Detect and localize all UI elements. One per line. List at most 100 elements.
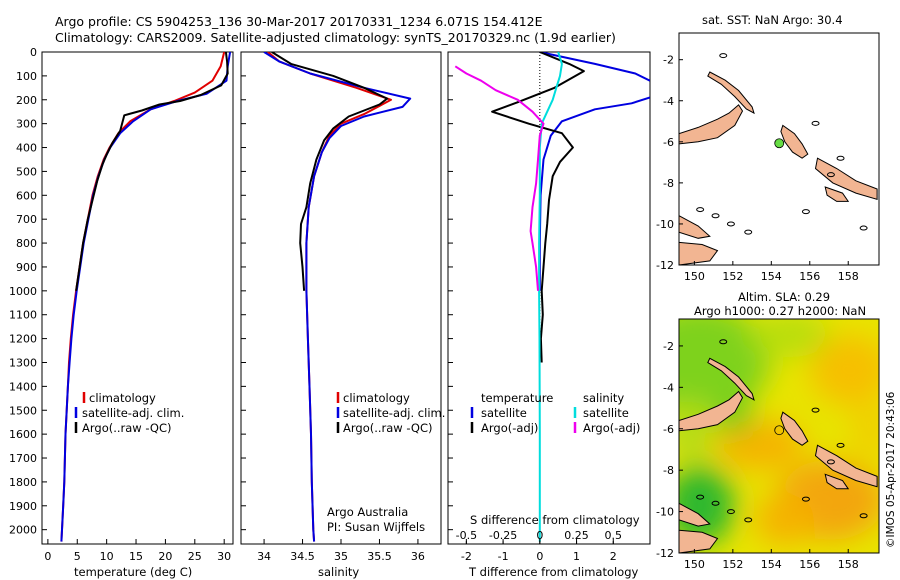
series-line — [271, 52, 389, 291]
island — [814, 444, 878, 488]
depth-axis: 0 100 200 300 400 500 600 700 800 900 1000 1100 1200… — [9, 46, 453, 537]
salinity-legend: climatology satellite-adj. clim. Argo(..… — [327, 391, 445, 534]
island — [824, 186, 850, 202]
islet — [726, 509, 735, 515]
map-x-tick-label: 156 — [799, 270, 820, 283]
x-tick-label: 36 — [411, 550, 425, 563]
map-y-tick-label: -8 — [663, 177, 674, 190]
x-tick-label: 1 — [573, 550, 580, 563]
map-x-tick-label: 158 — [838, 270, 859, 283]
difference-plot — [454, 52, 650, 544]
island — [679, 502, 711, 527]
x-tick-label: 15 — [129, 550, 143, 563]
x-tick-label: -2 — [461, 550, 472, 563]
islet — [726, 221, 735, 227]
map-y-tick-label: -6 — [663, 136, 674, 149]
series-line — [263, 52, 412, 542]
depth-tick-label: 300 — [16, 118, 37, 131]
islet — [696, 494, 705, 500]
islet — [719, 339, 728, 345]
map-x-tick-label: 150 — [684, 558, 705, 571]
map-y-tick-label: -10 — [656, 506, 674, 519]
island — [679, 104, 744, 145]
s-tick-label: -0.25 — [489, 529, 517, 542]
depth-tick-label: 1300 — [9, 356, 37, 369]
legend-t-argo: Argo(-adj) — [481, 421, 538, 435]
series-line — [267, 52, 392, 542]
map-x-tick-label: 154 — [761, 270, 782, 283]
salinity-xlabel: salinity — [318, 565, 359, 579]
depth-tick-label: 1900 — [9, 500, 37, 513]
map-x-tick-label: 152 — [722, 270, 743, 283]
islet — [801, 209, 810, 215]
legend-salinity-head: salinity — [583, 391, 624, 405]
series-line — [539, 52, 650, 82]
islet — [811, 407, 820, 413]
x-tick-label: 25 — [188, 550, 202, 563]
island — [707, 71, 755, 115]
series-line — [538, 96, 650, 291]
s-tick-label: -0.5 — [456, 529, 477, 542]
island — [679, 241, 719, 265]
island — [679, 529, 719, 553]
map-y-tick-label: -10 — [656, 218, 674, 231]
depth-tick-label: 800 — [16, 237, 37, 250]
depth-tick-label: 2000 — [9, 524, 37, 537]
x-tick-label: 0 — [536, 550, 543, 563]
s-difference-label: S difference from climatology — [470, 513, 640, 527]
islet — [859, 513, 868, 519]
temperature-plot-frame — [41, 51, 234, 545]
salinity-plot — [263, 52, 412, 542]
map-x-tick-label: 154 — [761, 558, 782, 571]
islet — [826, 172, 835, 178]
islet — [719, 53, 728, 59]
sla-map-title: Altim. SLA: 0.29 — [738, 290, 830, 304]
watermark: ©IMOS 05-Apr-2017 20:43:06 — [885, 391, 897, 548]
sla-map — [678, 318, 880, 554]
series-line — [454, 65, 545, 291]
s-tick-label: 0.25 — [564, 529, 589, 542]
title-line-2: Climatology: CARS2009. Satellite-adjuste… — [55, 30, 616, 45]
annotation-line-2: PI: Susan Wijffels — [327, 520, 425, 534]
depth-tick-label: 500 — [16, 165, 37, 178]
island — [814, 157, 878, 200]
legend-t-satellite: satellite — [481, 406, 527, 420]
x-tick-label: 5 — [74, 550, 81, 563]
difference-legend: temperature salinity satellite Argo(-adj… — [470, 391, 640, 527]
s-tick-label: 0 — [536, 529, 543, 542]
map-y-tick-label: -4 — [663, 95, 674, 108]
legend-climatology: climatology — [343, 391, 410, 405]
depth-tick-label: 600 — [16, 189, 37, 202]
series-line — [491, 52, 585, 363]
x-tick-label: 10 — [100, 550, 114, 563]
depth-tick-label: 200 — [16, 94, 37, 107]
depth-tick-label: 1100 — [9, 309, 37, 322]
map-x-tick-label: 156 — [799, 558, 820, 571]
depth-tick-label: 1600 — [9, 428, 37, 441]
x-tick-label: 34.5 — [290, 550, 315, 563]
annotation-line-1: Argo Australia — [327, 505, 408, 519]
temperature-plot — [60, 52, 232, 542]
x-tick-label: 35.5 — [367, 550, 392, 563]
argo-location-marker — [774, 138, 785, 149]
sst-map — [678, 32, 880, 266]
map-y-tick-label: -4 — [663, 381, 674, 394]
map-y-tick-label: -12 — [656, 547, 674, 560]
difference-plot-frame — [447, 51, 651, 545]
legend-s-satellite: satellite — [583, 406, 629, 420]
t-difference-xlabel: T difference from climatology — [468, 565, 639, 579]
island — [679, 390, 744, 432]
legend-argo: Argo(..raw -QC) — [82, 421, 172, 435]
depth-tick-label: 1800 — [9, 476, 37, 489]
islet — [696, 207, 705, 213]
islet — [744, 517, 753, 523]
map-y-tick-label: -6 — [663, 423, 674, 436]
sla-map-subtitle: Argo h1000: 0.27 h2000: NaN — [694, 304, 866, 318]
series-line — [60, 52, 232, 542]
island — [707, 357, 755, 401]
legend-climatology: climatology — [89, 391, 156, 405]
depth-tick-label: 1200 — [9, 333, 37, 346]
island — [824, 473, 850, 490]
legend-argo: Argo(..raw -QC) — [343, 421, 433, 435]
temperature-legend: climatology satellite-adj. clim. Argo(..… — [74, 391, 184, 435]
